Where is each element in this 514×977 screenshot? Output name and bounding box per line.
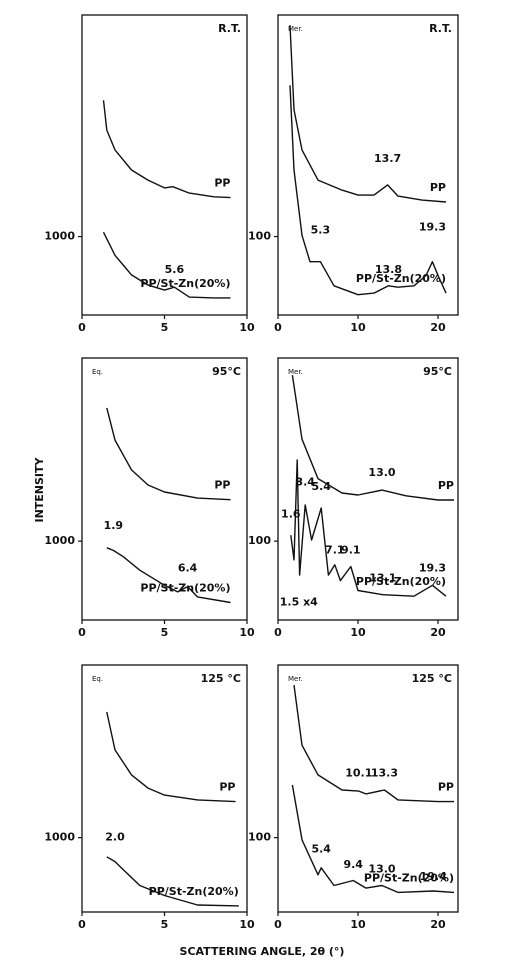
peak-label: 1.6 bbox=[281, 507, 301, 520]
x-tick-label: 10 bbox=[350, 626, 366, 639]
series-label: PP/St-Zn(20%) bbox=[364, 871, 454, 884]
x-tick-label: 10 bbox=[239, 626, 255, 639]
curve bbox=[106, 547, 231, 604]
curve bbox=[106, 856, 239, 907]
series-label: PP bbox=[219, 781, 235, 794]
peak-label: 2.0 bbox=[105, 831, 125, 844]
curve bbox=[106, 407, 231, 501]
plot-frame bbox=[277, 357, 459, 621]
peak-label: 5.4 bbox=[311, 843, 331, 856]
y-tick-label: 1000 bbox=[44, 534, 75, 547]
series-label: PP bbox=[214, 479, 230, 492]
curve bbox=[289, 85, 447, 296]
peak-label: 7.1 bbox=[325, 543, 345, 556]
y-tick-label: 1000 bbox=[44, 230, 75, 243]
plot-frame bbox=[277, 14, 459, 316]
x-tick-label: 0 bbox=[274, 321, 282, 334]
plot-frame bbox=[277, 664, 459, 913]
x-tick-label: 0 bbox=[274, 626, 282, 639]
y-tick-label: 1000 bbox=[44, 831, 75, 844]
peak-label: 6.4 bbox=[178, 561, 198, 574]
x-tick-label: 10 bbox=[239, 918, 255, 931]
peak-label: 13.0 bbox=[368, 863, 395, 876]
y-tick-label: 100 bbox=[248, 831, 271, 844]
curve bbox=[291, 374, 454, 501]
peak-label: 9.4 bbox=[343, 858, 363, 871]
curve bbox=[293, 685, 454, 803]
peak-label: 19.3 bbox=[419, 220, 446, 233]
peak-label: 9.1 bbox=[341, 543, 361, 556]
x-tick-label: 20 bbox=[430, 918, 446, 931]
peak-label: 19.4 bbox=[420, 870, 447, 883]
direction-label: Mer. bbox=[288, 368, 303, 376]
peak-label: 3.4 bbox=[295, 476, 315, 489]
series-label: PP bbox=[438, 479, 454, 492]
direction-label: Mer. bbox=[288, 675, 303, 683]
x-tick-label: 20 bbox=[430, 321, 446, 334]
curve bbox=[289, 25, 447, 203]
peak-label: 5.3 bbox=[311, 223, 331, 236]
series-label: PP bbox=[438, 781, 454, 794]
curve bbox=[102, 100, 231, 199]
condition-label: 95°C bbox=[423, 365, 452, 378]
condition-label: 95°C bbox=[212, 365, 241, 378]
peak-label: 10.1 bbox=[345, 767, 372, 780]
x-tick-label: 0 bbox=[274, 918, 282, 931]
x-tick-label: 5 bbox=[161, 321, 169, 334]
y-tick-label: 100 bbox=[248, 230, 271, 243]
peak-label: 5.4 bbox=[311, 480, 331, 493]
x-tick-label: 0 bbox=[78, 321, 86, 334]
condition-label: R.T. bbox=[218, 22, 241, 35]
condition-label: 125 °C bbox=[201, 672, 241, 685]
x-tick-label: 0 bbox=[78, 626, 86, 639]
peak-label: 19.3 bbox=[419, 561, 446, 574]
condition-label: R.T. bbox=[429, 22, 452, 35]
direction-label: Eq. bbox=[92, 368, 103, 376]
peak-label: 1.5 x4 bbox=[280, 596, 318, 609]
series-label: PP bbox=[214, 177, 230, 190]
series-label: PP/St-Zn(20%) bbox=[140, 582, 230, 595]
peak-label: 13.8 bbox=[375, 263, 402, 276]
peak-label: 13.3 bbox=[371, 767, 398, 780]
direction-label: Mer. bbox=[288, 25, 303, 33]
curve bbox=[106, 711, 236, 803]
x-axis-label: SCATTERING ANGLE, 2θ (°) bbox=[180, 945, 345, 958]
x-tick-label: 5 bbox=[161, 626, 169, 639]
x-tick-label: 10 bbox=[350, 918, 366, 931]
series-label: PP/St-Zn(20%) bbox=[149, 885, 239, 898]
curve bbox=[102, 231, 231, 299]
curve bbox=[291, 784, 455, 894]
series-label: PP/St-Zn(20%) bbox=[356, 575, 446, 588]
condition-label: 125 °C bbox=[412, 672, 452, 685]
x-tick-label: 0 bbox=[78, 918, 86, 931]
peak-label: 13.1 bbox=[369, 571, 396, 584]
x-tick-label: 10 bbox=[350, 321, 366, 334]
peak-label: 1.9 bbox=[104, 519, 124, 532]
y-axis-label: INTENSITY bbox=[33, 456, 46, 522]
series-label: PP/St-Zn(20%) bbox=[356, 272, 446, 285]
y-tick-label: 100 bbox=[248, 534, 271, 547]
peak-label: 5.6 bbox=[165, 263, 185, 276]
series-label: PP bbox=[430, 181, 446, 194]
x-tick-label: 5 bbox=[161, 918, 169, 931]
direction-label: Eq. bbox=[92, 675, 103, 683]
x-tick-label: 10 bbox=[239, 321, 255, 334]
peak-label: 13.7 bbox=[374, 152, 401, 165]
x-tick-label: 20 bbox=[430, 626, 446, 639]
curve bbox=[290, 459, 447, 597]
peak-label: 13.0 bbox=[368, 466, 395, 479]
series-label: PP/St-Zn(20%) bbox=[140, 277, 230, 290]
